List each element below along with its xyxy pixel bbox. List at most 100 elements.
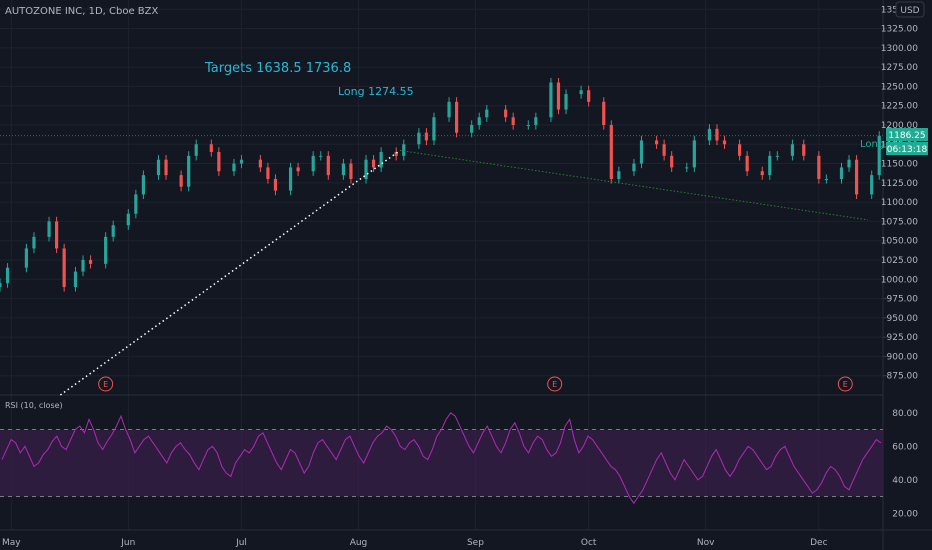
candle-up: [194, 144, 198, 156]
candle-down: [258, 159, 262, 168]
rsi-tick-label: 60.00: [892, 442, 918, 452]
earnings-marker: [547, 376, 563, 392]
price-tick-label: 950.00: [887, 314, 919, 324]
candle-down: [62, 248, 66, 287]
price-tick-label: 900.00: [887, 352, 919, 362]
candle-up: [156, 159, 161, 176]
time-tick-label: Aug: [350, 538, 368, 548]
candle-up: [311, 155, 315, 172]
time-tick-label: Jun: [120, 538, 135, 548]
candle-up: [379, 151, 383, 168]
candle-up: [73, 271, 78, 287]
candle-up: [5, 267, 10, 284]
time-axis: May Jun Jul Aug Sep Oct Nov Dec: [0, 529, 932, 548]
time-tick-label: Dec: [810, 538, 827, 548]
candle-down: [587, 90, 591, 102]
candle-up: [134, 194, 138, 214]
candle-up: [768, 155, 772, 176]
countdown-box: [886, 142, 928, 155]
price-tick-label: 1225.00: [881, 102, 918, 112]
time-tick-label: May: [2, 538, 21, 548]
candle-down: [556, 82, 561, 110]
candle-up: [364, 159, 368, 179]
time-tick-label: Oct: [581, 538, 597, 548]
candle-up: [707, 128, 712, 141]
candle-down: [504, 109, 508, 118]
candle-down: [164, 159, 168, 176]
grid-lines: [0, 0, 932, 530]
candle-up: [126, 213, 130, 226]
currency-badge-label: USD: [900, 6, 919, 16]
candle-up: [47, 221, 51, 237]
earnings-marker: [837, 376, 853, 392]
price-tick-label: 1025.00: [881, 256, 918, 266]
price-tick-label: 1125.00: [881, 179, 918, 189]
candle-down: [817, 155, 821, 179]
symbol-title: AUTOZONE INC, 1D, Cboe BZX: [5, 6, 159, 17]
candle-down: [88, 259, 93, 264]
candle-down: [371, 159, 376, 168]
candle-up: [341, 163, 345, 176]
candle-down: [273, 178, 278, 191]
candle-up: [775, 155, 779, 157]
candle-down: [609, 124, 613, 179]
candle-down: [209, 144, 213, 152]
candle-down: [454, 101, 459, 133]
candle-up: [579, 90, 583, 95]
candle-up: [549, 82, 553, 118]
candle-down: [602, 101, 606, 125]
candle-up: [870, 175, 874, 195]
candle-up: [470, 124, 474, 133]
candle-up: [32, 236, 36, 249]
candle-up: [847, 159, 851, 168]
price-axis-bg: [883, 0, 932, 550]
candle-up: [685, 167, 689, 169]
rsi-tick-label: 40.00: [892, 476, 918, 486]
candle-down: [349, 163, 353, 179]
candle-up: [417, 132, 421, 145]
candle-up: [288, 167, 293, 191]
currency-badge[interactable]: USD: [895, 1, 925, 18]
price-tick-label: 1100.00: [881, 198, 918, 208]
price-tick-label: 1200.00: [881, 121, 918, 131]
candle-up: [639, 140, 644, 164]
candle-up: [0, 283, 2, 287]
candle-down: [179, 175, 183, 187]
candle-up: [824, 178, 828, 180]
candle-down: [55, 221, 59, 249]
price-tick-label: 1275.00: [881, 63, 918, 73]
price-tick-label: 925.00: [887, 333, 919, 343]
price-tick-label: 1075.00: [881, 217, 918, 227]
time-tick-label: Sep: [467, 538, 484, 548]
candle-up: [24, 248, 29, 268]
time-tick-label: Jul: [235, 538, 247, 548]
long-entry-annotation: Long 1274.55: [338, 85, 414, 98]
candle-up: [526, 124, 530, 126]
candle-up: [141, 175, 145, 195]
candle-up: [632, 163, 636, 172]
rsi-band: [0, 429, 883, 497]
candle-down: [296, 167, 300, 172]
candle-up: [564, 94, 568, 110]
candle-down: [722, 140, 727, 145]
price-tick-label: 1325.00: [881, 25, 918, 35]
candle-up: [187, 155, 191, 187]
candle-down: [662, 144, 666, 156]
price-badge: 1186.25 06:13:18: [886, 128, 928, 155]
earnings-marker-label: E: [103, 380, 108, 389]
candle-down: [266, 167, 270, 179]
candle-up: [692, 140, 696, 168]
long-signal-annotation: Long: [860, 139, 884, 150]
price-tick-label: 975.00: [887, 295, 919, 305]
rsi-label: RSI (10, close): [5, 401, 63, 410]
candle-up: [839, 167, 844, 179]
candle-up: [232, 163, 236, 172]
candle-up: [617, 171, 621, 179]
rsi-tick-label: 20.00: [892, 509, 918, 519]
targets-annotation: Targets 1638.5 1736.8: [204, 61, 351, 76]
candle-down: [738, 144, 742, 156]
candle-down: [854, 159, 859, 195]
candle-down: [670, 155, 674, 168]
